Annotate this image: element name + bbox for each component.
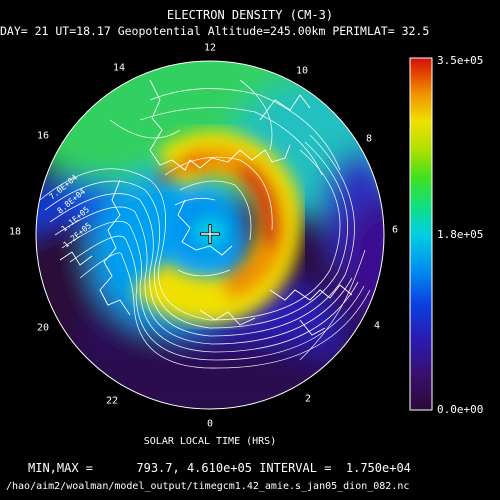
- colorbar-mid-label: 1.8e+05: [437, 228, 484, 241]
- polar-plot-border: [35, 60, 385, 410]
- hour-label-8: 8: [365, 133, 373, 145]
- file-path: /hao/aim2/woalman/model_output/timegcm1.…: [6, 481, 410, 492]
- colorbar: [409, 57, 433, 411]
- hour-label-2: 2: [304, 393, 312, 405]
- colorbar-max-label: 3.5e+05: [437, 54, 484, 67]
- hour-label-6: 6: [391, 224, 399, 236]
- min-max-interval: MIN,MAX = 793.7, 4.610e+05 INTERVAL = 1.…: [28, 461, 411, 475]
- hour-label-4: 4: [373, 320, 381, 332]
- hour-label-0: 0: [206, 418, 214, 430]
- hour-label-10: 10: [295, 65, 309, 77]
- x-axis-label: SOLAR LOCAL TIME (HRS): [143, 436, 277, 447]
- contour-lines: [39, 79, 371, 369]
- plot-title: ELECTRON DENSITY (CM-3): [166, 8, 334, 22]
- colorbar-min-label: 0.0e+00: [437, 403, 484, 416]
- coastlines: [59, 79, 353, 336]
- hour-label-20: 20: [36, 322, 50, 334]
- pole-marker: [200, 224, 220, 244]
- hour-label-22: 22: [105, 395, 119, 407]
- plot-subtitle: DAY= 21 UT=18.17 Geopotential Altitude=2…: [0, 24, 430, 38]
- hour-label-16: 16: [36, 130, 50, 142]
- hour-label-18: 18: [8, 226, 22, 238]
- hour-label-14: 14: [112, 62, 126, 74]
- hour-label-12: 12: [203, 42, 217, 54]
- density-field: [36, 61, 384, 409]
